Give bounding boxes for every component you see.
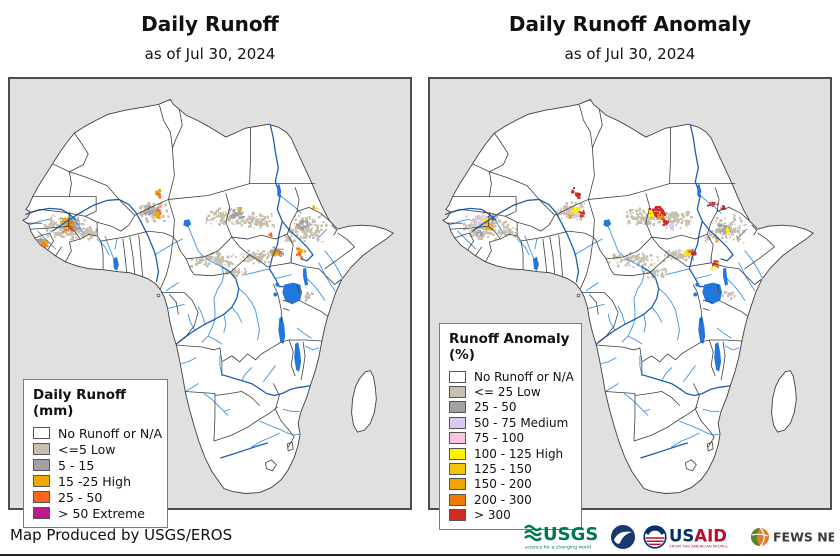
fewsnet-logo: FEWS NET [751, 527, 834, 547]
legend-rows: No Runoff or N/A <= 25 Low 25 - 50 50 - … [449, 369, 574, 523]
legend-swatch [449, 493, 466, 506]
legend-label: > 50 Extreme [58, 505, 145, 521]
left-map-subtitle: as of Jul 30, 2024 [144, 45, 276, 63]
legend-swatch [33, 507, 50, 519]
left-map-title: Daily Runoff [141, 12, 279, 36]
legend-row: > 50 Extreme [33, 505, 158, 521]
legend-title: Runoff Anomaly (%) [449, 331, 570, 363]
legend-swatch [449, 432, 466, 445]
legend-row: 125 - 150 [449, 461, 572, 476]
usaid-logo: USAID FROM THE AMERICAN PEOPLE [643, 525, 729, 549]
legend-swatch [449, 386, 466, 399]
map-credit: Map Produced by USGS/EROS [10, 526, 233, 544]
runoff-anomaly-map [430, 79, 830, 508]
legend-label: 5 - 15 [58, 457, 95, 473]
noaa-logo [611, 525, 635, 549]
legend-label: No Runoff or N/A [474, 369, 574, 384]
legend-label: 25 - 50 [58, 489, 103, 505]
logo-row: USGS science for a changing world USAID … [523, 521, 834, 553]
legend-row: 100 - 125 High [449, 446, 572, 461]
left-map-header: Daily Runoff as of Jul 30, 2024 [8, 12, 412, 63]
usgs-logo: USGS science for a changing world [524, 524, 598, 551]
legend-swatch [33, 459, 50, 471]
legend-label: 15 -25 High [58, 473, 131, 489]
legend-title: Daily Runoff (mm) [33, 387, 126, 419]
legend-label: 100 - 125 High [474, 446, 564, 461]
legend-swatch [33, 475, 50, 487]
legend-swatch [33, 443, 50, 455]
daily-runoff-map-panel: Daily Runoff (mm) No Runoff or N/A <=5 L… [8, 77, 412, 528]
legend-label: <= 25 Low [474, 385, 541, 400]
legend-swatch [449, 478, 466, 491]
legend-row: 5 - 15 [33, 457, 158, 473]
legend-row: 25 - 50 [33, 489, 158, 505]
runoff-anomaly-map-panel: Runoff Anomaly (%) No Runoff or N/A <= 2… [428, 77, 832, 530]
legend-swatch [449, 509, 466, 522]
right-map-header: Daily Runoff Anomaly as of Jul 30, 2024 [428, 12, 832, 63]
legend-label: > 300 [474, 508, 511, 523]
daily-runoff-map [10, 79, 410, 508]
legend-swatch [449, 416, 466, 429]
legend-label: 150 - 200 [474, 477, 532, 492]
right-map-title: Daily Runoff Anomaly [508, 12, 752, 36]
legend-row: <= 25 Low [449, 384, 572, 399]
daily-runoff-legend: Daily Runoff (mm) No Runoff or N/A <=5 L… [23, 379, 168, 528]
legend-swatch [449, 447, 466, 460]
legend-label: <=5 Low [58, 441, 116, 457]
right-map-subtitle: as of Jul 30, 2024 [564, 45, 696, 63]
legend-row: No Runoff or N/A [33, 425, 162, 441]
legend-swatch [449, 401, 466, 414]
legend-label: 200 - 300 [474, 492, 532, 507]
legend-label: 50 - 75 Medium [474, 415, 569, 430]
legend-row: 75 - 100 [449, 431, 572, 446]
bottom-divider [0, 554, 840, 556]
legend-label: 125 - 150 [474, 462, 532, 477]
legend-row: > 300 [449, 508, 572, 523]
legend-swatch [33, 491, 50, 503]
legend-row: 200 - 300 [449, 492, 572, 507]
usaid-text: USAID [669, 527, 727, 546]
legend-label: 25 - 50 [474, 400, 517, 415]
legend-row: 15 -25 High [33, 473, 158, 489]
legend-swatch [449, 370, 466, 383]
legend-row: 50 - 75 Medium [449, 415, 572, 430]
legend-label: No Runoff or N/A [58, 425, 163, 441]
usgs-tagline: science for a changing world [525, 545, 591, 551]
legend-rows: No Runoff or N/A <=5 Low 5 - 15 15 -25 H… [33, 425, 162, 521]
legend-row: No Runoff or N/A [449, 369, 574, 384]
legend-row: 150 - 200 [449, 477, 572, 492]
legend-swatch [33, 427, 50, 439]
legend-swatch [449, 463, 466, 476]
legend-label: 75 - 100 [474, 431, 525, 446]
legend-row: <=5 Low [33, 441, 158, 457]
runoff-anomaly-legend: Runoff Anomaly (%) No Runoff or N/A <= 2… [439, 323, 582, 530]
usaid-tagline: FROM THE AMERICAN PEOPLE [670, 544, 729, 549]
usgs-text: USGS [543, 524, 598, 545]
legend-row: 25 - 50 [449, 400, 572, 415]
fewsnet-text: FEWS NET [773, 530, 834, 545]
